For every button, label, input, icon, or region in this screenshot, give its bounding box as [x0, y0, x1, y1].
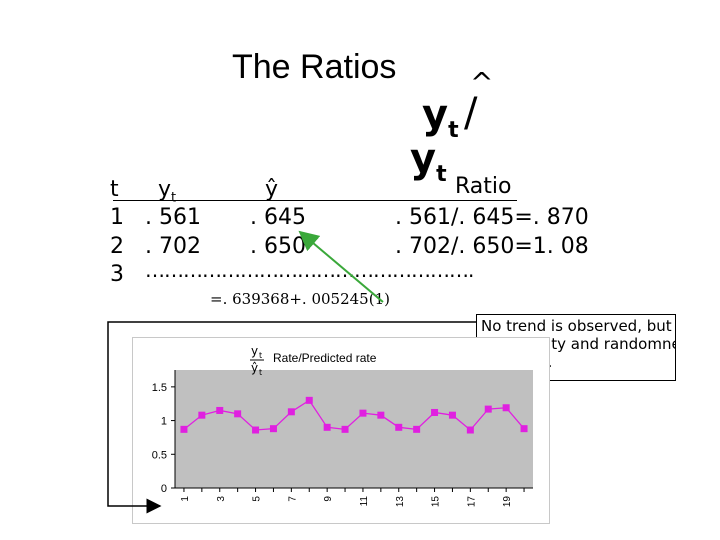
yt-column-header: yt: [158, 177, 177, 206]
data-point: [466, 426, 474, 434]
row-2-yhat: . 650: [250, 234, 306, 259]
x-tick-label: 11: [359, 496, 370, 507]
chart-symbol-yhat: ŷ: [251, 361, 258, 375]
data-point: [234, 410, 242, 418]
data-point: [180, 425, 188, 433]
data-point: [359, 409, 367, 417]
row-1-yhat: . 645: [250, 205, 306, 230]
ratio-column-header: Ratio: [455, 174, 512, 199]
x-tick-label: 3: [216, 496, 227, 502]
y-tick-label: 0.5: [152, 449, 167, 461]
row-3-t: 3: [110, 262, 124, 287]
regression-formula: =. 639368+. 005245(1): [210, 290, 390, 308]
t-column-header: t: [110, 177, 119, 202]
x-tick-label: 5: [252, 496, 263, 502]
data-point: [216, 406, 224, 414]
chart-symbol-t: t: [259, 351, 262, 360]
data-point: [305, 396, 313, 404]
row-1-yt: . 561: [145, 205, 201, 230]
data-point: [377, 411, 385, 419]
ratio-slash: /: [464, 90, 478, 136]
data-point: [448, 411, 456, 419]
y-tick-label: 0: [161, 483, 167, 495]
ratio-numerator: yt: [422, 92, 459, 143]
data-point: [269, 425, 277, 433]
x-tick-label: 19: [502, 496, 513, 508]
data-point: [252, 426, 260, 434]
note-line-1: No trend is observed, but: [481, 317, 672, 335]
data-point: [341, 425, 349, 433]
data-point: [198, 411, 206, 419]
ratio-denominator: yt: [410, 136, 447, 187]
data-point: [431, 408, 439, 416]
data-point: [502, 404, 510, 412]
yhat-column-header: ŷ: [265, 177, 279, 202]
chart-symbol-that: t: [259, 368, 262, 377]
hat-symbol: ^: [470, 66, 494, 99]
row-2-yt: . 702: [145, 234, 201, 259]
chart-frame: y t ŷ t Rate/Predicted rate 0 0.5 1 1.5 1 3 5 7 9 11 13…: [132, 337, 550, 524]
row-1-ratio: . 561/. 645=. 870: [395, 205, 589, 230]
header-underline: [113, 200, 517, 201]
row-2-ratio: . 702/. 650=1. 08: [395, 234, 589, 259]
data-point: [484, 405, 492, 413]
data-point: [413, 425, 421, 433]
y-tick-label: 1.5: [152, 382, 167, 394]
data-point: [520, 425, 528, 433]
data-point: [287, 408, 295, 416]
x-tick-label: 9: [323, 496, 334, 502]
y-tick-label: 1: [161, 416, 167, 428]
x-tick-label: 17: [466, 496, 477, 508]
x-tick-label: 15: [431, 496, 442, 508]
plot-area: [175, 370, 533, 488]
x-tick-label: 1: [180, 496, 191, 502]
chart-title: Rate/Predicted rate: [273, 351, 377, 365]
data-point: [395, 423, 403, 431]
data-point: [323, 423, 331, 431]
chart-symbol-y: y: [251, 344, 258, 358]
row-3-dots: …………………………………………….: [145, 258, 474, 282]
row-1-t: 1: [110, 205, 124, 230]
row-2-t: 2: [110, 234, 124, 259]
x-tick-label: 13: [395, 496, 406, 508]
slide-title: The Ratios: [232, 48, 397, 86]
x-tick-label: 7: [287, 496, 298, 502]
